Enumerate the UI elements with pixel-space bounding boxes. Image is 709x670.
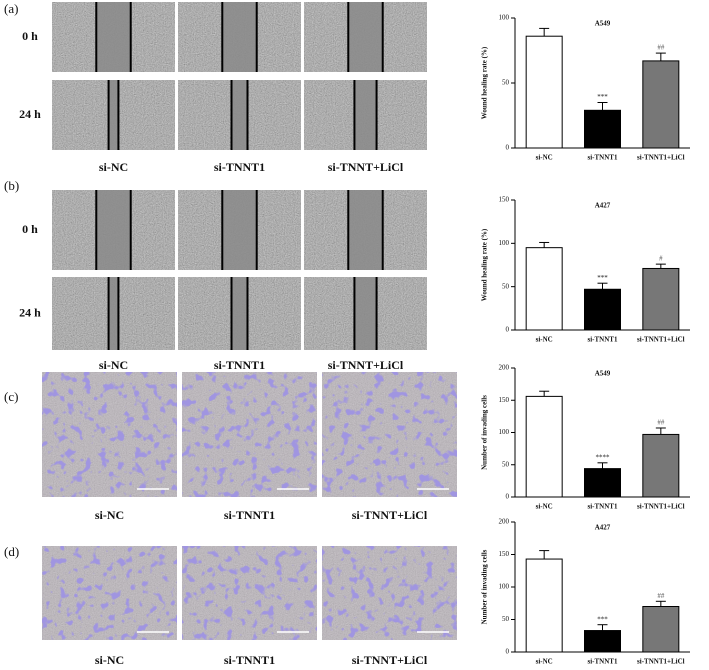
y-tick-label: 150 [499,550,510,558]
bar [642,606,680,653]
significance: *** [597,615,608,623]
y-tick-label: 100 [499,14,510,22]
wound-gap [231,80,248,150]
stained-cells [182,546,317,640]
bar [584,109,621,149]
wound-gap [354,80,377,150]
y-tick-label: 100 [499,428,510,436]
column-label: si-NC [95,653,124,667]
row-label: 0 h [22,222,38,236]
y-tick-label: 200 [499,364,510,372]
wound-gap [108,277,119,350]
y-tick-label: 0 [506,648,510,656]
column-label: si-TNNT1 [214,358,265,372]
wound-gap [96,190,131,270]
wound-gap [231,277,248,350]
x-tick-label: si-TNNT1+LiCl [637,658,685,666]
x-tick-label: si-NC [536,503,553,511]
y-tick-label: 200 [499,518,510,526]
x-tick-label: si-TNNT1 [588,154,618,162]
y-tick-label: 100 [499,239,510,247]
wound-gap [348,190,383,270]
column-label: si-TNNT+LiCl [352,653,428,667]
y-axis-label: Number of invading cells [481,395,489,470]
panel-label: (c) [4,389,18,404]
panel-label: (a) [4,1,18,16]
column-label: si-TNNT1 [224,653,275,667]
y-tick-label: 0 [506,493,510,501]
wound-gap [222,190,257,270]
chart-title: A549 [595,20,611,28]
y-axis-label: Wound healing rate (%) [481,46,489,119]
column-label: si-TNNT+LiCl [328,160,404,174]
x-tick-label: si-TNNT1+LiCl [637,336,685,344]
wound-gap [108,80,119,150]
y-axis-label: Number of invading cells [481,549,489,624]
significance: **** [596,453,611,461]
wound-gap [354,277,377,350]
y-tick-label: 50 [502,460,510,468]
y-tick-label: 50 [502,79,510,87]
stained-cells [42,372,177,497]
wound-gap [96,2,131,72]
x-tick-label: si-TNNT1+LiCl [637,503,685,511]
column-label: si-TNNT1 [224,508,275,522]
stained-cells [182,372,317,497]
x-tick-label: si-NC [536,154,553,162]
x-tick-label: si-NC [536,336,553,344]
row-label: 24 h [19,305,41,319]
panel-label: (d) [4,544,19,559]
row-label: 0 h [22,29,38,43]
x-tick-label: si-NC [536,658,553,666]
y-tick-label: 50 [502,615,510,623]
bar [525,395,563,498]
y-tick-label: 150 [499,396,510,404]
x-tick-label: si-TNNT1 [588,658,618,666]
x-tick-label: si-TNNT1+LiCl [637,154,685,162]
column-label: si-NC [99,160,128,174]
significance: ## [657,592,665,600]
column-label: si-TNNT+LiCl [352,508,428,522]
wound-gap [348,2,383,72]
stained-cells [322,372,457,497]
bar [584,288,621,331]
column-label: si-NC [99,358,128,372]
bar [642,267,680,331]
significance: *** [597,93,608,101]
x-tick-label: si-TNNT1 [588,503,618,511]
y-tick-label: 50 [502,282,510,290]
y-tick-label: 150 [499,196,510,204]
row-label: 24 h [19,107,41,121]
x-tick-label: si-TNNT1 [588,336,618,344]
significance: ## [657,419,665,427]
y-tick-label: 100 [499,583,510,591]
y-axis-label: Wound healing rate (%) [481,228,489,301]
column-label: si-NC [95,508,124,522]
stained-cells [322,546,457,640]
bar [642,433,680,498]
y-tick-label: 0 [506,144,510,152]
significance: *** [597,274,608,282]
chart-title: A427 [595,202,611,210]
stained-cells [42,546,177,640]
bar [525,247,563,331]
y-tick-label: 0 [506,326,510,334]
bar [525,558,563,653]
significance: # [659,255,663,263]
bar [584,468,621,498]
bar [525,35,563,149]
column-label: si-TNNT1 [214,160,265,174]
chart-title: A427 [595,524,611,532]
chart-title: A549 [595,370,611,378]
column-label: si-TNNT+LiCl [328,358,404,372]
wound-gap [222,2,257,72]
significance: ## [657,44,665,52]
panel-label: (b) [4,178,19,193]
bar [584,630,621,653]
bar [642,60,680,149]
